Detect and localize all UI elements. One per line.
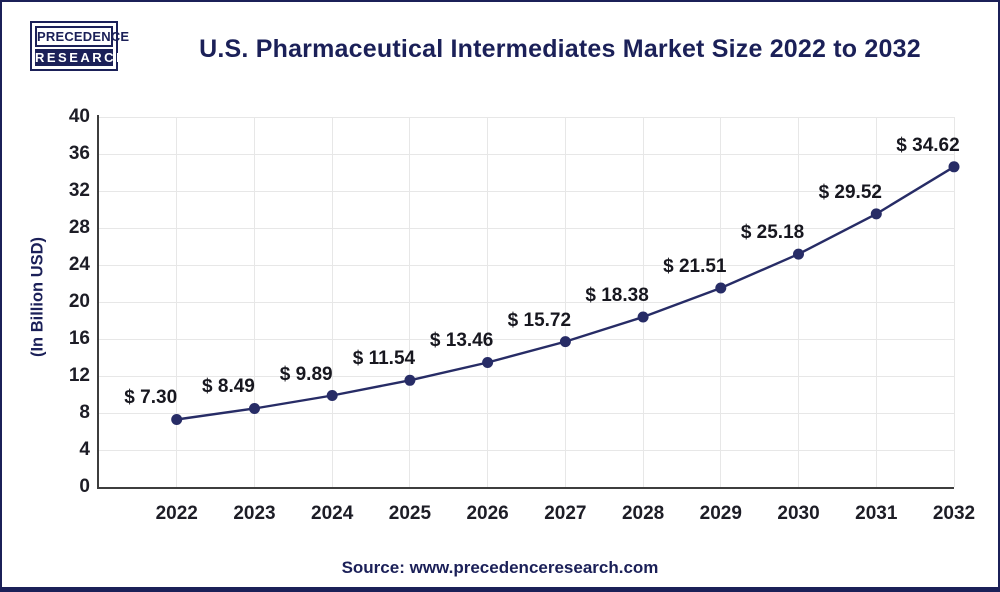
data-point-label: $ 13.46 [429, 330, 494, 352]
gridline-vertical [953, 117, 955, 487]
y-axis-tick-label: 16 [68, 328, 90, 349]
chart-title: U.S. Pharmaceutical Intermediates Market… [199, 35, 921, 63]
data-point-label: $ 34.62 [896, 134, 960, 156]
precedence-research-logo: PRECEDENCE RESEARCH [30, 21, 129, 71]
data-point-label: $ 25.18 [740, 222, 805, 244]
data-point-label: $ 8.49 [202, 376, 255, 398]
x-axis-tick-label: 2024 [311, 503, 354, 524]
data-point-label: $ 9.89 [279, 363, 333, 385]
x-axis-line [97, 487, 954, 489]
gridline-vertical [798, 117, 800, 487]
gridline-vertical [720, 117, 722, 487]
gridline-vertical [409, 117, 411, 487]
y-axis-tick-label: 40 [68, 106, 90, 127]
data-point-label: $ 15.72 [507, 309, 572, 331]
gridline-horizontal [99, 227, 954, 229]
y-axis-tick-label: 32 [68, 180, 90, 201]
gridline-horizontal [99, 153, 954, 155]
gridline-vertical [564, 117, 566, 487]
y-axis-tick-label: 28 [68, 217, 90, 238]
gridline-horizontal [99, 116, 954, 118]
gridline-vertical [487, 117, 489, 487]
x-axis-tick-label: 2022 [155, 503, 198, 524]
x-axis-tick-label: 2027 [544, 503, 587, 524]
gridline-horizontal [99, 301, 954, 303]
y-axis-tick-label: 20 [68, 291, 90, 312]
gridline-horizontal [99, 264, 954, 266]
data-point-label: $ 7.30 [124, 387, 178, 409]
gridline-vertical [176, 117, 178, 487]
data-point-label: $ 18.38 [585, 284, 649, 306]
x-axis-tick-label: 2028 [621, 503, 665, 524]
gridline-horizontal [99, 449, 954, 451]
x-axis-tick-label: 2030 [777, 503, 820, 524]
x-axis-tick-label: 2029 [699, 503, 742, 524]
data-point-label: $ 29.52 [818, 181, 882, 203]
y-axis-tick-label: 8 [79, 402, 90, 423]
y-axis-tick-label: 0 [79, 476, 90, 497]
gridline-vertical [253, 117, 255, 487]
gridline-vertical [875, 117, 877, 487]
y-axis-tick-label: 36 [68, 143, 90, 164]
source-text: Source: www.precedenceresearch.com [341, 558, 659, 577]
x-axis-tick-label: 2025 [388, 503, 432, 524]
data-point-label: $ 11.54 [352, 348, 416, 370]
logo-text-precedence: PRECEDENCE [35, 26, 129, 47]
x-axis-tick-label: 2031 [855, 503, 898, 524]
y-axis-tick-label: 24 [68, 254, 90, 275]
gridline-vertical [331, 117, 333, 487]
y-axis-tick-label: 4 [79, 439, 90, 460]
gridline-horizontal [99, 338, 954, 340]
y-axis-tick-label: 12 [68, 365, 90, 386]
logo-text-research: RESEARCH [35, 49, 128, 66]
data-point-label: $ 21.51 [663, 256, 727, 278]
x-axis-tick-label: 2023 [233, 503, 276, 524]
gridline-horizontal [99, 412, 954, 414]
x-axis-tick-label: 2026 [466, 503, 509, 524]
y-axis-line [97, 115, 99, 489]
x-axis-tick-label: 2032 [932, 503, 976, 524]
